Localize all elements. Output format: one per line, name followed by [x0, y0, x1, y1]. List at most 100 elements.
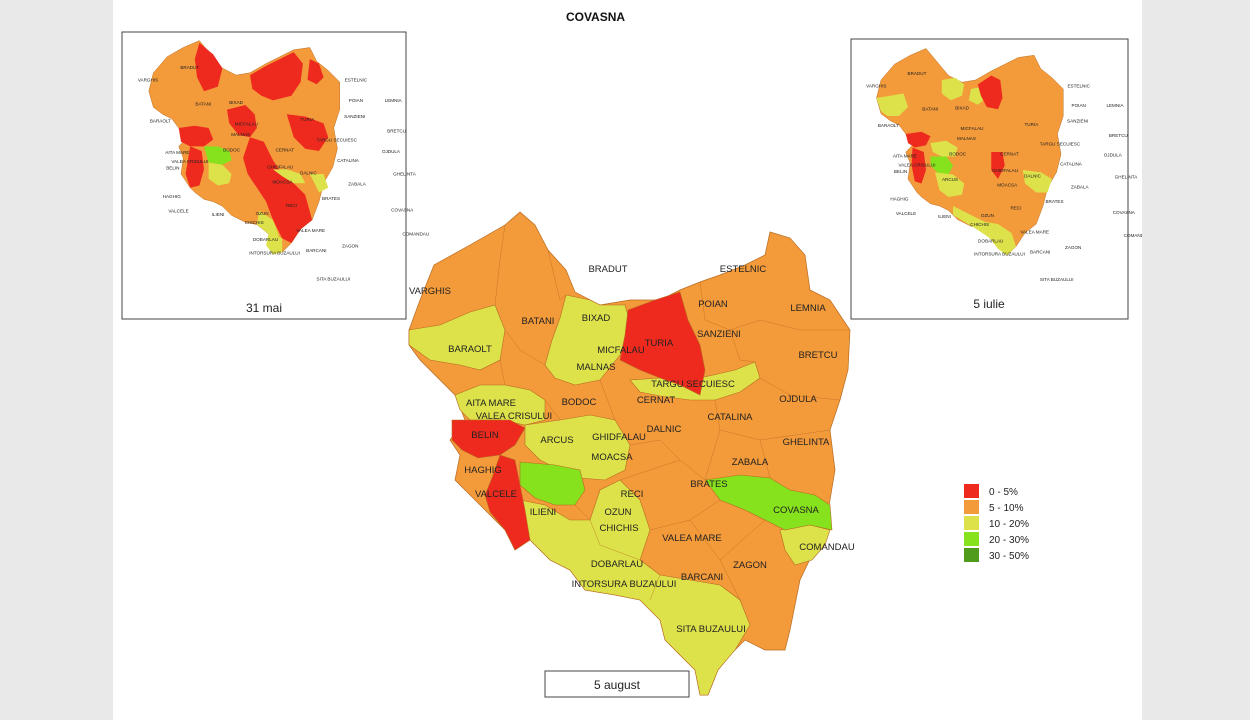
commune-label: BARCANI [681, 572, 723, 583]
inset-commune-label: MALNAS [957, 136, 976, 141]
inset-commune-label: BRADUT [908, 71, 927, 76]
commune-label: CERNAT [637, 395, 676, 406]
inset-commune-label: POIAN [1072, 103, 1086, 108]
commune-label: VALCELE [475, 489, 517, 500]
inset-commune-label: BATANI [195, 101, 211, 106]
inset-commune-label: COVASNA [1113, 210, 1136, 215]
legend-swatch [964, 500, 979, 514]
inset-map-31-mai [148, 40, 340, 255]
inset-commune-label: VALEA CRISULUI [171, 159, 208, 164]
commune-label: ILIENI [530, 507, 556, 518]
inset-commune-label: ARCUS [942, 177, 958, 182]
inset-commune-label: LEMNIA [1106, 103, 1124, 108]
inset-commune-label: CERNAT [275, 148, 294, 153]
inset-commune-label: COMANDAU [402, 231, 429, 236]
region-valcele [484, 454, 531, 551]
commune-label: MICFALAU [597, 345, 645, 356]
commune-label: VALEA CRISULUI [476, 411, 552, 422]
legend-label: 0 - 5% [989, 487, 1018, 498]
inset-commune-label: VARGHIS [138, 78, 158, 83]
inset-commune-label: INTORSURA BUZAULUI [974, 252, 1025, 257]
inset-caption-31-mai: 31 mai [246, 301, 282, 315]
inset-commune-label: AITA MARE [893, 154, 917, 159]
legend-swatch [964, 484, 979, 498]
inset-commune-label: GHIDFALAU [267, 165, 293, 170]
commune-label: COMANDAU [799, 542, 855, 553]
commune-label: BRETCU [798, 350, 837, 361]
inset-commune-label: SITA BUZAULUI [317, 276, 351, 281]
commune-label: BIXAD [582, 313, 611, 324]
inset-commune-label: GHIDFALAU [992, 168, 1018, 173]
inset-caption-5-iulie: 5 iulie [973, 297, 1005, 311]
commune-borders [494, 224, 850, 601]
commune-label: BELIN [471, 430, 499, 441]
region-belin [451, 419, 526, 459]
map-legend: 0 - 5% 5 - 10% 10 - 20% 20 - 30% 30 - 50% [964, 484, 1029, 562]
commune-label: ARCUS [540, 435, 573, 446]
inset-commune-label: VALCELE [168, 209, 188, 214]
commune-label: AITA MARE [466, 398, 516, 409]
inset-commune-label: SANZIENI [1067, 119, 1088, 124]
inset-commune-label: DALNIC [1024, 174, 1042, 179]
inset-commune-label: ILIENI [212, 212, 225, 217]
region-aita-valea-crisului [454, 384, 546, 426]
commune-label: BARAOLT [448, 344, 492, 355]
inset-commune-label: BIXAD [229, 100, 243, 105]
inset-commune-label: CATALINA [1060, 161, 1083, 166]
region-turia [619, 291, 706, 396]
inset-commune-label: INTORSURA BUZAULUI [249, 250, 300, 255]
inset-commune-label: ZABALA [348, 182, 367, 187]
commune-label: CATALINA [707, 412, 753, 423]
inset-5-iulie-labels: BRADUT VARGHIS BATANI BIXAD ESTELNIC POIAN LEM… [866, 71, 1142, 282]
inset-commune-label: DOBARLAU [253, 237, 278, 242]
inset-commune-label: ESTELNIC [345, 78, 368, 83]
inset-commune-label: SITA BUZAULUI [1040, 277, 1074, 282]
commune-label: BATANI [522, 316, 555, 327]
inset-commune-label: VARGHIS [866, 83, 886, 88]
commune-label: OZUN [605, 507, 632, 518]
inset-commune-label: BELIN [166, 166, 179, 171]
commune-label: POIAN [698, 299, 728, 310]
inset-commune-label: BARCANI [306, 248, 326, 253]
inset-commune-label: OZUN [981, 213, 994, 218]
commune-label: SITA BUZAULUI [676, 624, 746, 635]
inset-commune-label: ILIENI [938, 214, 951, 219]
inset-commune-label: CATALINA [337, 158, 360, 163]
inset-commune-label: BARCANI [1030, 249, 1050, 254]
commune-label: DOBARLAU [591, 559, 643, 570]
inset-commune-label: TARGU SECUIESC [316, 137, 357, 142]
inset-commune-label: POIAN [349, 98, 363, 103]
region-south-yellow [519, 479, 751, 696]
inset-commune-label: AITA MARE [165, 150, 189, 155]
inset-commune-label: TURIA [300, 117, 315, 122]
inset-commune-label: OJDULA [1104, 153, 1123, 158]
inset-commune-label: BRADUT [180, 65, 199, 70]
inset-commune-label: GHELINTA [1115, 175, 1139, 180]
legend-swatch [964, 532, 979, 546]
commune-label: RECI [621, 489, 644, 500]
inset-commune-label: BARAOLT [878, 123, 899, 128]
main-map [408, 211, 851, 696]
region-arcus-ghidfalau-moacsa [524, 414, 631, 481]
inset-commune-label: COVASNA [391, 208, 414, 213]
inset-commune-label: DOBARLAU [978, 238, 1003, 243]
commune-label: OJDULA [779, 394, 817, 405]
inset-commune-label: MICFALAU [961, 126, 984, 131]
commune-label: GHIDFALAU [592, 432, 646, 443]
legend-label: 5 - 10% [989, 503, 1024, 514]
inset-commune-label: BRETCU [387, 128, 406, 133]
legend-label: 10 - 20% [989, 519, 1029, 530]
inset-31-mai-labels: BRADUT VARGHIS BATANI BIXAD ESTELNIC POIAN LEM… [138, 65, 429, 281]
commune-label: ZABALA [732, 457, 769, 468]
commune-label: INTORSURA BUZAULUI [572, 579, 677, 590]
map-canvas: BRADUT VARGHIS BATANI BIXAD TURIA ESTELNIC POI… [121, 31, 1142, 698]
inset-commune-label: BRATES [322, 196, 340, 201]
county-outline [408, 211, 851, 696]
inset-commune-label: RECI [1011, 205, 1022, 210]
commune-label: LEMNIA [790, 303, 826, 314]
inset-commune-label: BODOC [223, 148, 241, 153]
inset-commune-label: BODOC [949, 152, 967, 157]
main-map-labels: BRADUT VARGHIS BATANI BIXAD TURIA ESTELNIC POI… [409, 264, 855, 635]
inset-commune-label: DALNIC [300, 170, 318, 175]
inset-commune-label: HAGHIG [163, 194, 182, 199]
